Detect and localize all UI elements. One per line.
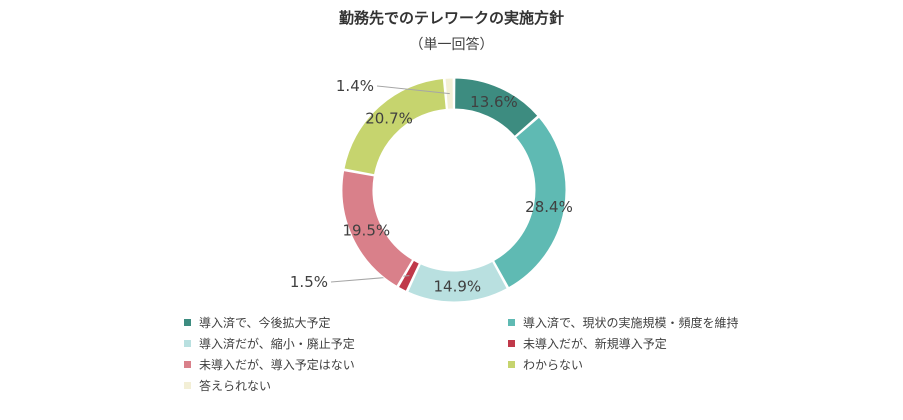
- legend-swatch: [184, 340, 191, 347]
- legend-label: 未導入だが、新規導入予定: [523, 337, 667, 351]
- slice-value-label: 1.4%: [336, 77, 374, 95]
- legend-swatch: [508, 319, 515, 326]
- legend-item: 導入済で、現状の実施規模・頻度を維持: [508, 314, 739, 331]
- legend-item: わからない: [508, 356, 583, 373]
- legend-label: 導入済だが、縮小・廃止予定: [199, 337, 355, 351]
- legend-item: 導入済だが、縮小・廃止予定: [184, 335, 355, 352]
- legend-swatch: [184, 361, 191, 368]
- slice-value-label: 19.5%: [342, 221, 390, 239]
- legend-swatch: [184, 382, 191, 389]
- legend-label: わからない: [523, 358, 584, 372]
- donut-slice: [343, 77, 447, 176]
- slice-value-label: 13.6%: [470, 93, 518, 111]
- chart-title: 勤務先でのテレワークの実施方針: [338, 9, 564, 27]
- legend-label: 導入済で、現状の実施規模・頻度を維持: [523, 316, 739, 330]
- slice-value-label: 20.7%: [365, 110, 413, 128]
- legend-label: 導入済で、今後拡大予定: [199, 316, 331, 330]
- slice-value-label: 1.5%: [290, 273, 328, 291]
- legend-swatch: [508, 361, 515, 368]
- slice-value-label: 28.4%: [525, 198, 573, 216]
- legend-item: 未導入だが、導入予定はない: [184, 356, 355, 373]
- leader-line: [376, 85, 450, 95]
- legend-label: 未導入だが、導入予定はない: [199, 358, 355, 372]
- donut-slice: [454, 77, 539, 138]
- donut-slice: [341, 169, 414, 287]
- legend-item: 未導入だが、新規導入予定: [508, 335, 667, 352]
- legend-swatch: [184, 319, 191, 326]
- legend-swatch: [508, 340, 515, 347]
- legend-item: 答えられない: [184, 377, 271, 394]
- chart-subtitle: （単一回答）: [409, 37, 494, 53]
- donut-slice: [492, 116, 567, 289]
- donut-slice: [407, 260, 508, 303]
- legend-label: 答えられない: [199, 379, 272, 393]
- slice-value-label: 14.9%: [434, 277, 482, 295]
- legend-item: 導入済で、今後拡大予定: [184, 314, 331, 331]
